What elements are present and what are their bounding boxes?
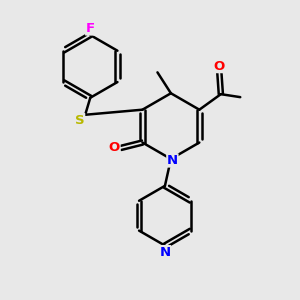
Text: O: O <box>214 60 225 73</box>
Text: N: N <box>159 246 170 259</box>
Text: F: F <box>86 22 95 35</box>
Text: N: N <box>167 154 178 167</box>
Text: S: S <box>75 114 85 127</box>
Text: O: O <box>109 141 120 154</box>
